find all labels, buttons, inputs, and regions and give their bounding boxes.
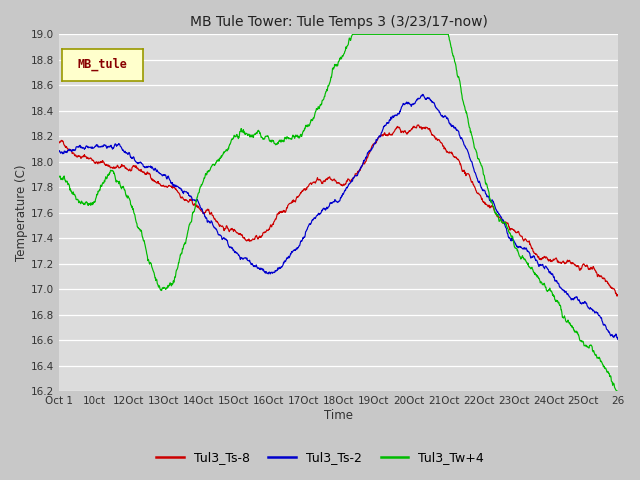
Y-axis label: Temperature (C): Temperature (C) — [15, 165, 28, 261]
Tul3_Ts-8 — [613, 293, 621, 299]
Tul3_Ts-8 — [579, 262, 586, 268]
Tul3_Tw+4 — [349, 32, 356, 37]
Tul3_Ts-2 — [579, 300, 586, 305]
Tul3_Tw+4 — [55, 174, 63, 180]
Tul3_Ts-8 — [341, 181, 349, 187]
Tul3_Tw+4 — [613, 388, 621, 394]
X-axis label: Time: Time — [324, 409, 353, 422]
Legend: Tul3_Ts-8, Tul3_Ts-2, Tul3_Tw+4: Tul3_Ts-8, Tul3_Ts-2, Tul3_Tw+4 — [151, 446, 489, 469]
Tul3_Ts-8 — [65, 148, 73, 154]
Tul3_Ts-8 — [441, 145, 449, 151]
Tul3_Ts-2 — [155, 170, 163, 176]
Tul3_Tw+4 — [614, 388, 622, 394]
Line: Tul3_Tw+4: Tul3_Tw+4 — [59, 35, 618, 391]
Tul3_Tw+4 — [155, 283, 163, 289]
Tul3_Ts-2 — [441, 113, 449, 119]
Tul3_Ts-8 — [415, 122, 422, 128]
Tul3_Ts-8 — [614, 293, 622, 299]
Tul3_Ts-2 — [55, 149, 63, 155]
Tul3_Tw+4 — [341, 48, 349, 54]
Tul3_Ts-2 — [419, 92, 427, 97]
Title: MB Tule Tower: Tule Temps 3 (3/23/17-now): MB Tule Tower: Tule Temps 3 (3/23/17-now… — [189, 15, 488, 29]
Tul3_Tw+4 — [579, 338, 586, 344]
Tul3_Ts-8 — [155, 181, 163, 187]
Line: Tul3_Ts-8: Tul3_Ts-8 — [59, 125, 618, 296]
Tul3_Tw+4 — [65, 183, 73, 189]
Tul3_Ts-2 — [341, 187, 349, 193]
Tul3_Ts-2 — [65, 146, 73, 152]
Tul3_Ts-2 — [614, 337, 622, 343]
Tul3_Tw+4 — [308, 118, 316, 123]
Tul3_Tw+4 — [441, 32, 449, 37]
Tul3_Ts-2 — [614, 336, 622, 342]
Tul3_Ts-2 — [308, 217, 316, 223]
Line: Tul3_Ts-2: Tul3_Ts-2 — [59, 95, 618, 340]
Tul3_Ts-8 — [308, 180, 316, 186]
Tul3_Ts-8 — [55, 140, 63, 145]
